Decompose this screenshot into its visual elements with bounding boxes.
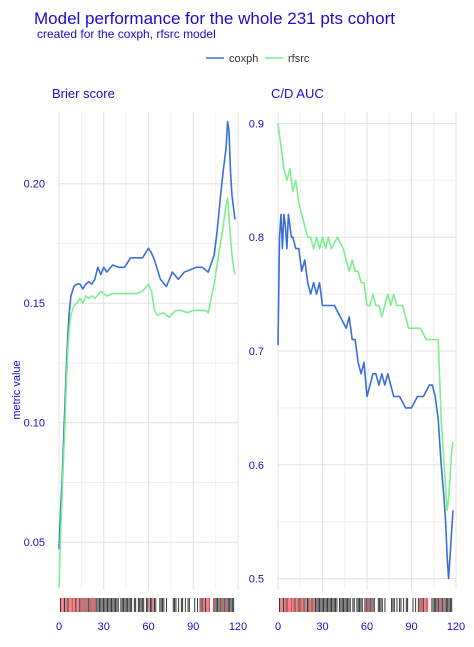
panel-title-auc: C/D AUC [271, 86, 324, 101]
chart-subtitle: created for the coxph, rfsrc model [37, 27, 216, 41]
x-tick-label: 30 [98, 621, 110, 633]
chart-title: Model performance for the whole 231 pts … [34, 9, 395, 28]
series-line-coxph [277, 213, 454, 580]
panel-title-brier: Brier score [52, 86, 115, 101]
y-tick-label: 0.05 [24, 537, 45, 549]
x-tick-label: 30 [316, 621, 328, 633]
rug-auc [279, 598, 453, 612]
y-tick-label: 0.20 [24, 179, 45, 191]
y-tick-label: 0.9 [249, 118, 264, 130]
y-tick-label: 0.5 [249, 574, 264, 586]
panel-cd-auc: 0.5 0.6 0.7 0.8 0.9 0 30 60 90 120 [249, 112, 465, 633]
legend: coxph rfsrc [206, 53, 310, 65]
x-tick-label: 90 [187, 621, 199, 633]
series-line-rfsrc [58, 197, 236, 588]
y-tick-label: 0.8 [249, 232, 264, 244]
y-axis-label: metric value [11, 360, 23, 419]
y-tick-label: 0.6 [249, 460, 264, 472]
rug-brier [60, 598, 235, 612]
x-tick-label: 0 [56, 621, 62, 633]
series-line-coxph [58, 120, 236, 550]
panel-brier-score: 0.05 0.10 0.15 0.20 0 30 60 90 120 [24, 112, 247, 633]
legend-label-rfsrc: rfsrc [288, 53, 310, 65]
y-tick-label: 0.15 [24, 298, 45, 310]
x-tick-label: 60 [142, 621, 154, 633]
y-tick-label: 0.10 [24, 418, 45, 430]
legend-label-coxph: coxph [229, 53, 258, 65]
x-tick-label: 120 [229, 621, 247, 633]
y-tick-label: 0.7 [249, 346, 264, 358]
x-tick-label: 60 [361, 621, 373, 633]
series-line-rfsrc [277, 123, 454, 512]
x-tick-label: 90 [405, 621, 417, 633]
x-tick-label: 0 [275, 621, 281, 633]
x-tick-label: 120 [447, 621, 465, 633]
